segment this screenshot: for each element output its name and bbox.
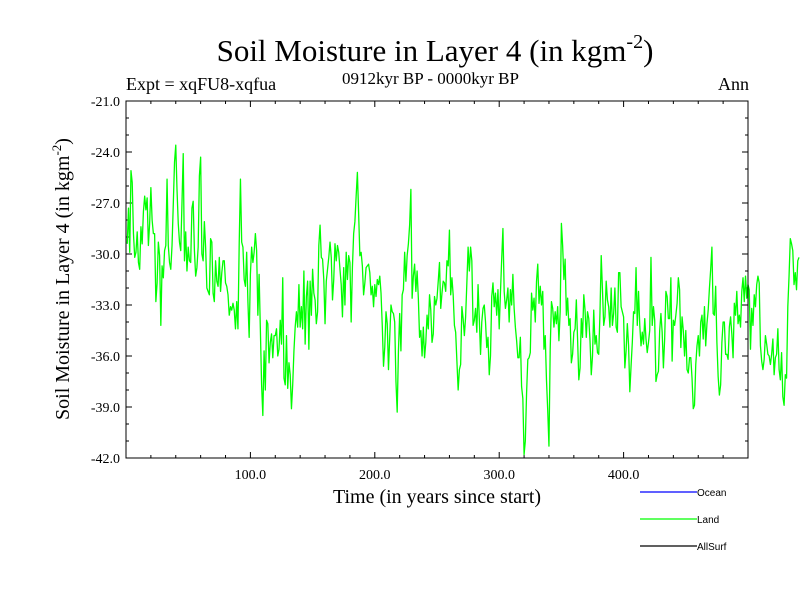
- x-tick-label: 400.0: [608, 468, 640, 483]
- period-label: 0912kyr BP - 0000kyr BP: [342, 69, 519, 88]
- y-tick-label: -33.0: [91, 299, 120, 314]
- series-layer: [126, 144, 800, 456]
- y-tick-label: -24.0: [91, 146, 120, 161]
- x-axis-title: Time (in years since start): [333, 486, 541, 508]
- legend-label-ocean: Ocean: [697, 488, 726, 499]
- series-line-land: [126, 144, 800, 456]
- experiment-label: Expt = xqFU8-xqfua: [126, 74, 277, 94]
- season-label: Ann: [718, 74, 749, 94]
- y-tick-label: -21.0: [91, 95, 120, 110]
- x-tick-label: 200.0: [359, 468, 391, 483]
- y-axis: -21.0 -24.0 -27.0 -30.0 -33.0 -36.0 -39.0 -42.0: [91, 95, 748, 467]
- y-tick-label: -42.0: [91, 452, 120, 467]
- y-tick-label: -36.0: [91, 350, 120, 365]
- y-tick-label: -30.0: [91, 248, 120, 263]
- plot-frame: [125, 100, 749, 459]
- x-axis: 100.0 200.0 300.0 400.0: [150, 101, 724, 483]
- y-tick-label: -39.0: [91, 401, 120, 416]
- x-tick-label: 300.0: [483, 468, 515, 483]
- chart-title-superscript: -2: [626, 31, 644, 53]
- y-axis-title: Soil Moisture in Layer 4 (in kgm-2): [49, 138, 74, 420]
- legend-label-allsurf: AllSurf: [697, 542, 727, 553]
- y-tick-label: -27.0: [91, 197, 120, 212]
- y-axis-title-close: ): [52, 138, 74, 145]
- y-axis-title-text: Soil Moisture in Layer 4 (in kgm: [52, 155, 74, 420]
- chart-title: Soil Moisture in Layer 4 (in kgm-2): [0, 31, 800, 69]
- legend: Ocean Land AllSurf: [640, 488, 727, 553]
- chart-title-close: ): [643, 33, 654, 68]
- x-tick-label: 100.0: [235, 468, 267, 483]
- legend-label-land: Land: [697, 515, 719, 526]
- chart-title-text: Soil Moisture in Layer 4 (in kgm: [216, 33, 627, 68]
- y-axis-title-superscript: -2: [49, 145, 64, 156]
